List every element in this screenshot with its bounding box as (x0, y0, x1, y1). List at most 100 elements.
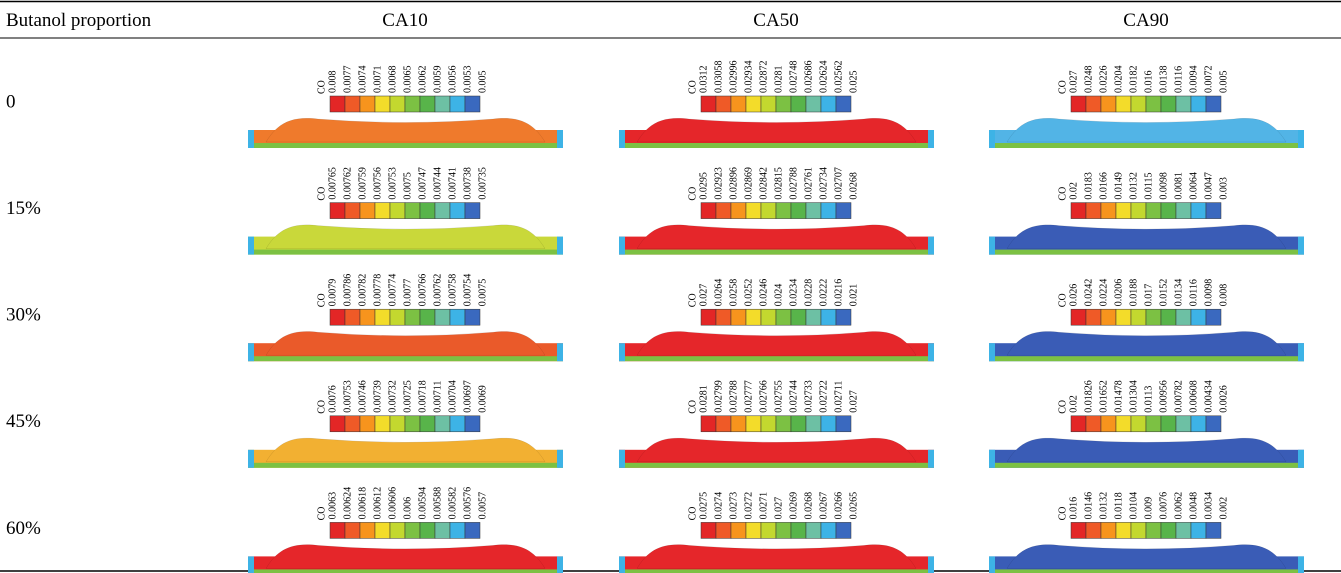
legend-value: 0.0281 (773, 66, 784, 94)
colorbar-block (1131, 309, 1146, 325)
legend-value: 0.009 (1143, 497, 1154, 520)
colorbar-block (375, 416, 390, 432)
legend-value: 0.0216 (833, 279, 844, 307)
colorbar-block (1176, 96, 1191, 112)
legend-value: 0.00718 (417, 380, 428, 413)
colorbar-block (1116, 96, 1131, 112)
colorbar-block (450, 96, 465, 112)
legend-value: 0.0281 (698, 385, 709, 413)
colorbar-block (821, 203, 836, 219)
colorbar-block (806, 96, 821, 112)
row-label: 45% (6, 411, 41, 432)
legend-value: 0.0068 (387, 66, 398, 94)
colorbar-block (1191, 309, 1206, 325)
legend-value: 0.00778 (372, 274, 383, 307)
legend-title: CO (316, 506, 327, 520)
legend-value: 0.00786 (342, 274, 353, 307)
legend-value: 0.0272 (743, 492, 754, 520)
domain-edge-right (928, 343, 934, 361)
colorbar-block (1146, 203, 1161, 219)
colorbar-block (1206, 416, 1221, 432)
colorbar-block (836, 416, 851, 432)
legend-value: 0.0059 (432, 66, 443, 94)
colorbar-block (776, 309, 791, 325)
domain-edge-left (619, 237, 625, 255)
legend-value: 0.00711 (432, 381, 443, 413)
colorbar-block (776, 522, 791, 538)
colorbar-block (1071, 309, 1086, 325)
colorbar-block (806, 522, 821, 538)
legend-value: 0.00594 (417, 487, 428, 520)
legend-value: 0.00782 (1173, 380, 1184, 413)
legend-value: 0.02777 (743, 380, 754, 413)
row-label: 0 (6, 91, 16, 112)
colorbar-block (420, 309, 435, 325)
domain-edge-right (557, 237, 563, 255)
legend-value: 0.0234 (788, 279, 799, 307)
legend-value: 0.0074 (357, 66, 368, 94)
colorbar-block (345, 309, 360, 325)
legend-value: 0.027 (848, 390, 859, 413)
colorbar-block (450, 309, 465, 325)
legend-value: 0.0069 (477, 385, 488, 413)
legend-value: 0.00732 (387, 380, 398, 413)
colorbar-block (746, 203, 761, 219)
colorbar-block (360, 416, 375, 432)
legend-value: 0.0079 (327, 279, 338, 307)
colorbar-block (330, 203, 345, 219)
colorbar-block (1101, 309, 1116, 325)
domain-edge-left (989, 130, 995, 148)
legend-value: 0.026 (1068, 284, 1079, 307)
legend-value: 0.0265 (848, 492, 859, 520)
colorbar-block (731, 416, 746, 432)
colorbar-block (345, 203, 360, 219)
colorbar-block (420, 416, 435, 432)
legend-value: 0.03058 (713, 61, 724, 94)
colorbar-block (1146, 416, 1161, 432)
legend-value: 0.0071 (372, 66, 383, 94)
colorbar-block (1101, 96, 1116, 112)
legend-value: 0.027 (698, 284, 709, 307)
colorbar-block (776, 96, 791, 112)
legend-value: 0.0094 (1188, 66, 1199, 94)
legend-value: 0.00753 (387, 167, 398, 200)
colorbar-block (330, 522, 345, 538)
domain-edge-right (928, 237, 934, 255)
domain-bottom (619, 250, 934, 255)
legend-value: 0.0274 (713, 492, 724, 520)
legend-value: 0.0065 (402, 66, 413, 94)
colorbar-block (375, 96, 390, 112)
colorbar-block (405, 416, 420, 432)
legend-value: 0.00735 (477, 167, 488, 200)
colorbar-block (731, 203, 746, 219)
legend-value: 0.021 (848, 284, 859, 307)
colorbar-block (791, 203, 806, 219)
legend-value: 0.0132 (1098, 492, 1109, 520)
domain-edge-right (928, 450, 934, 468)
colorbar-block (1161, 96, 1176, 112)
legend-value: 0.00758 (447, 274, 458, 307)
legend-value: 0.0275 (698, 492, 709, 520)
colorbar-block (1116, 309, 1131, 325)
colorbar-block (701, 309, 716, 325)
domain-edge-left (989, 450, 995, 468)
legend-value: 0.0295 (698, 172, 709, 200)
colorbar-block (375, 522, 390, 538)
domain-bottom (989, 356, 1304, 361)
legend-title: CO (316, 400, 327, 414)
legend-value: 0.0047 (1203, 172, 1214, 200)
colorbar-block (450, 203, 465, 219)
colorbar-block (345, 96, 360, 112)
domain-bottom (248, 356, 563, 361)
legend-title: CO (1057, 506, 1068, 520)
legend-value: 0.00434 (1203, 380, 1214, 413)
legend-value: 0.00782 (357, 274, 368, 307)
colorbar-block (375, 203, 390, 219)
colorbar-block (1161, 522, 1176, 538)
colorbar-block (1206, 203, 1221, 219)
domain-edge-left (248, 237, 254, 255)
legend-value: 0.0075 (402, 172, 413, 200)
